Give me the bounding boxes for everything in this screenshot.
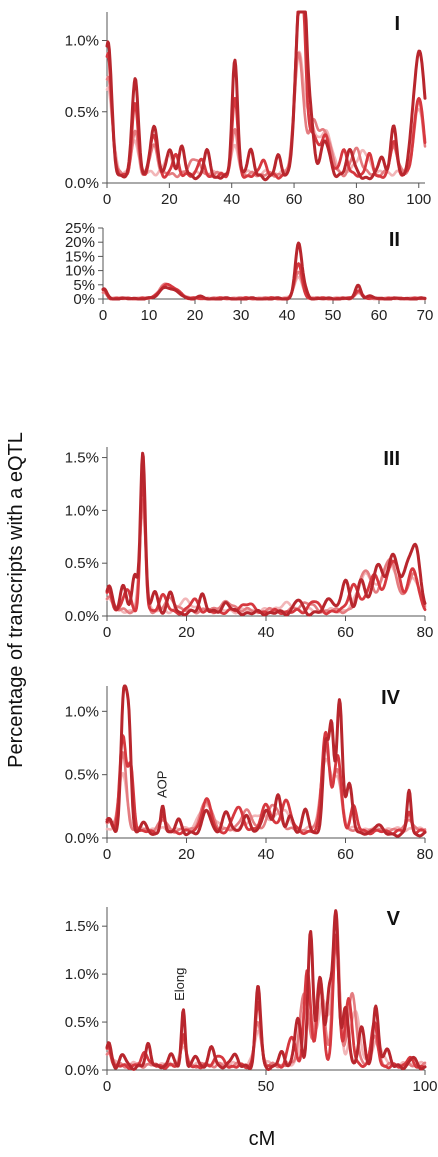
y-tick-label: 0.5% (65, 104, 99, 121)
x-tick-label: 60 (286, 191, 303, 208)
y-tick-label: 0.5% (65, 555, 99, 572)
x-tick-label: 80 (417, 846, 434, 863)
panel-label: V (387, 908, 401, 930)
y-tick-label: 0.0% (65, 175, 99, 192)
series-line-2 (105, 472, 427, 616)
panel-iv: 0.0% 0.5% 1.0% 0 20 40 60 80 IV AOP (65, 684, 434, 863)
y-tick-label: 20% (65, 234, 95, 251)
y-tick-label: 1.0% (65, 703, 99, 720)
x-tick-label: 0 (103, 1078, 111, 1095)
x-tick-label: 0 (103, 624, 111, 641)
series-line-1 (105, 10, 427, 182)
annotation-label: AOP (155, 771, 170, 798)
y-tick-label: 0.0% (65, 608, 99, 625)
series-line-2 (101, 262, 427, 301)
series-line-3 (105, 51, 427, 179)
y-tick-label: 25% (65, 220, 95, 237)
x-axis-title: cM (249, 1128, 276, 1150)
chart-panels: 0.0%0.5%1.0%0 20 40 60 80 100I0%5%10%15%20%25… (65, 10, 438, 1095)
series-line-1 (105, 451, 427, 617)
panel-label: I (394, 13, 400, 35)
series-line-3 (101, 270, 427, 301)
panel-label: IV (381, 687, 401, 709)
x-tick-label: 80 (417, 624, 434, 641)
x-tick-label: 60 (371, 307, 388, 324)
x-tick-label: 10 (141, 307, 158, 324)
panel-label: II (389, 229, 400, 251)
panel-label: III (383, 448, 400, 470)
y-tick-label: 5% (73, 277, 95, 294)
x-tick-label: 60 (337, 624, 354, 641)
y-tick-label: 15% (65, 248, 95, 265)
series-line-4 (105, 508, 427, 615)
y-tick-label: 1.0% (65, 966, 99, 983)
x-tick-label: 40 (279, 307, 296, 324)
x-tick-label: 20 (178, 624, 195, 641)
y-tick-label: 0.5% (65, 1014, 99, 1031)
y-tick-label: 0.0% (65, 830, 99, 847)
series-line-4 (101, 275, 427, 301)
x-tick-label: 40 (258, 624, 275, 641)
series-line-1 (105, 909, 427, 1071)
y-tick-label: 0.5% (65, 767, 99, 784)
y-tick-label: 1.5% (65, 450, 99, 467)
y-tick-label: 0% (73, 291, 95, 308)
y-tick-label: 1.0% (65, 33, 99, 50)
x-tick-label: 40 (223, 191, 240, 208)
panel-ii: 0%5%10%15%20%25% 0 10 20 30 40 50 60 70 II (65, 220, 433, 324)
series-line-4 (105, 50, 427, 177)
panel-iii: 0.0% 0.5% 1.0% 1.5% 0 20 40 60 80 III (65, 447, 434, 641)
x-tick-label: 50 (325, 307, 342, 324)
x-tick-label: 80 (348, 191, 365, 208)
x-tick-label: 0 (103, 846, 111, 863)
x-tick-label: 70 (417, 307, 434, 324)
y-tick-label: 0.0% (65, 1062, 99, 1079)
series-line-2 (105, 10, 427, 180)
x-tick-label: 40 (258, 846, 275, 863)
y-tick-label: 10% (65, 263, 95, 280)
x-tick-label: 30 (233, 307, 250, 324)
x-tick-label: 0 (103, 191, 111, 208)
y-tick-label: 1.5% (65, 918, 99, 935)
y-axis-title: Percentage of transcripts with a eQTL (5, 432, 27, 768)
x-tick-label: 20 (187, 307, 204, 324)
panel-v: 0.0% 0.5% 1.0% 1.5% 0 50 100 V Elong (65, 907, 438, 1095)
x-tick-label: 0 (99, 307, 107, 324)
panel-i: 0.0% 0.5% 1.0% 0 20 40 60 80 100 I (65, 10, 431, 208)
x-tick-label: 50 (258, 1078, 275, 1095)
series-line-3 (105, 498, 427, 615)
series-line-2 (105, 933, 427, 1070)
series-line-1 (101, 241, 427, 301)
annotation-label: Elong (172, 968, 187, 1001)
x-tick-label: 20 (161, 191, 178, 208)
x-tick-label: 20 (178, 846, 195, 863)
x-tick-label: 100 (406, 191, 431, 208)
series-line-1 (105, 684, 427, 838)
x-tick-label: 100 (412, 1078, 437, 1095)
y-tick-label: 1.0% (65, 502, 99, 519)
x-tick-label: 60 (337, 846, 354, 863)
